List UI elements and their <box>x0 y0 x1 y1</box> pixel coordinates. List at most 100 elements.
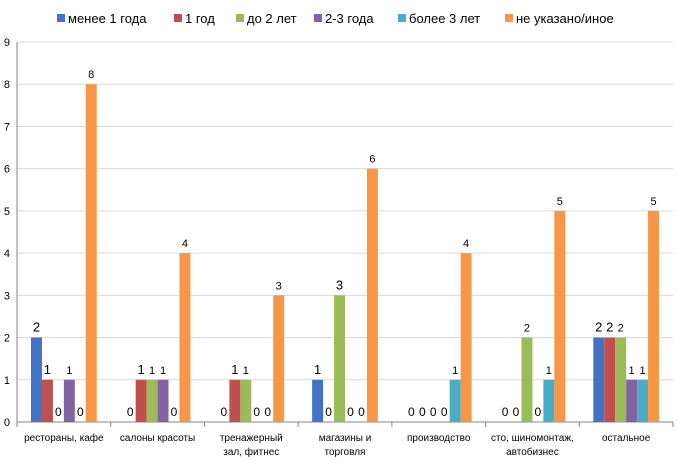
y-tick-label: 3 <box>4 290 10 302</box>
data-label-2-6: 2 <box>618 323 624 335</box>
data-label-0-4: 0 <box>408 405 415 419</box>
data-label-2-1: 1 <box>149 365 155 377</box>
data-label-0-5: 0 <box>502 405 509 419</box>
y-tick-label: 0 <box>4 417 10 429</box>
bar-0-3 <box>312 379 324 422</box>
y-tick-label: 4 <box>4 248 10 260</box>
data-label-4-3: 0 <box>358 405 365 419</box>
data-label-1-5: 0 <box>513 405 520 419</box>
data-label-0-0: 2 <box>33 320 40 335</box>
legend-swatch-0 <box>57 14 65 22</box>
data-label-5-1: 4 <box>182 238 188 250</box>
data-label-4-4: 1 <box>452 365 458 377</box>
bar-5-0 <box>85 84 97 422</box>
data-label-5-4: 4 <box>463 238 469 250</box>
data-label-2-4: 0 <box>430 405 437 419</box>
data-label-4-0: 0 <box>77 405 84 419</box>
category-label-1: салоны красоты <box>120 433 195 444</box>
data-label-1-3: 0 <box>325 405 332 419</box>
data-label-0-6: 2 <box>595 320 602 335</box>
y-tick-label: 5 <box>4 206 10 218</box>
data-label-3-3: 0 <box>347 405 354 419</box>
data-label-3-0: 1 <box>66 365 72 377</box>
category-label-2: тренажерный зал, фитнес <box>220 433 283 458</box>
bar-2-1 <box>146 379 158 422</box>
bar-1-0 <box>41 379 53 422</box>
bar-2-6 <box>615 337 627 422</box>
category-label-3: магазины и торговля <box>319 433 372 458</box>
data-label-5-2: 3 <box>276 280 282 292</box>
gridlines <box>17 41 673 423</box>
y-tick-label: 6 <box>4 164 10 176</box>
data-label-1-6: 2 <box>606 320 613 335</box>
legend-swatch-2 <box>236 14 244 22</box>
data-label-3-6: 1 <box>629 365 635 377</box>
data-label-3-2: 0 <box>253 405 260 419</box>
legend-label-1: 1 год <box>185 11 215 26</box>
data-label-2-5: 2 <box>524 323 530 335</box>
bar-5-5 <box>554 210 566 422</box>
bar-3-1 <box>157 379 169 422</box>
data-label-2-2: 1 <box>243 365 249 377</box>
legend-label-5: не указано/иное <box>516 11 614 26</box>
bar-1-2 <box>229 379 241 422</box>
data-label-1-2: 1 <box>231 362 238 377</box>
data-label-5-3: 6 <box>369 154 375 166</box>
x-axis: рестораны, кафе салоны красоты тренажерный… <box>16 422 674 458</box>
bar-5-3 <box>366 168 378 422</box>
bar-4-5 <box>543 379 555 422</box>
bar-1-6 <box>604 337 616 422</box>
y-tick-label: 1 <box>4 375 10 387</box>
data-label-4-6: 1 <box>640 365 646 377</box>
legend-swatch-5 <box>505 14 513 22</box>
bar-5-4 <box>460 253 472 422</box>
bar-0-6 <box>593 337 605 422</box>
data-label-3-5: 0 <box>535 405 542 419</box>
bar-3-0 <box>63 379 75 422</box>
data-label-0-3: 1 <box>314 362 321 377</box>
category-label-0: рестораны, кафе <box>24 432 104 444</box>
data-label-2-0: 0 <box>55 405 62 419</box>
legend-label-0: менее 1 года <box>68 11 147 26</box>
y-axis: 0 1 2 3 4 5 6 7 8 9 <box>4 37 18 429</box>
legend-label-2: до 2 лет <box>247 11 297 26</box>
y-tick-label: 7 <box>4 121 10 133</box>
data-label-5-5: 5 <box>557 196 563 208</box>
legend-label-4: более 3 лет <box>409 11 480 26</box>
legend-label-3: 2-3 года <box>325 11 374 26</box>
legend-swatch-3 <box>314 14 322 22</box>
bar-4-4 <box>449 379 461 422</box>
data-label-1-0: 1 <box>44 362 51 377</box>
y-tick-label: 8 <box>4 79 10 91</box>
bar-5-1 <box>179 253 191 422</box>
legend-swatch-1 <box>174 14 182 22</box>
data-label-2-3: 3 <box>336 277 343 292</box>
bar-2-3 <box>334 295 345 422</box>
y-tick-label: 2 <box>4 333 10 345</box>
bar-3-6 <box>626 379 638 422</box>
bar-2-5 <box>521 337 533 422</box>
bar-5-2 <box>273 295 285 422</box>
data-label-5-6: 5 <box>650 196 656 208</box>
category-label-4: производство <box>407 433 471 444</box>
bar-2-2 <box>240 379 252 422</box>
bar-5-6 <box>648 210 659 422</box>
bar-1-1 <box>135 379 147 422</box>
y-tick-label: 9 <box>4 37 10 49</box>
data-label-3-1: 1 <box>160 365 166 377</box>
category-label-6: остальное <box>602 433 651 444</box>
data-label-1-1: 1 <box>138 362 145 377</box>
data-label-0-1: 0 <box>127 405 134 419</box>
bar-0-0 <box>31 337 42 422</box>
legend: менее 1 года 1 год до 2 лет 2-3 года более 3… <box>57 11 614 26</box>
data-label-4-2: 0 <box>264 405 271 419</box>
data-label-4-5: 1 <box>546 365 552 377</box>
bar-4-6 <box>637 379 649 422</box>
data-label-4-1: 0 <box>171 405 178 419</box>
data-label-0-2: 0 <box>221 405 228 419</box>
data-label-1-4: 0 <box>419 405 426 419</box>
data-label-3-4: 0 <box>441 405 448 419</box>
category-label-5: сто, шиномонтаж, автобизнес <box>491 433 574 458</box>
